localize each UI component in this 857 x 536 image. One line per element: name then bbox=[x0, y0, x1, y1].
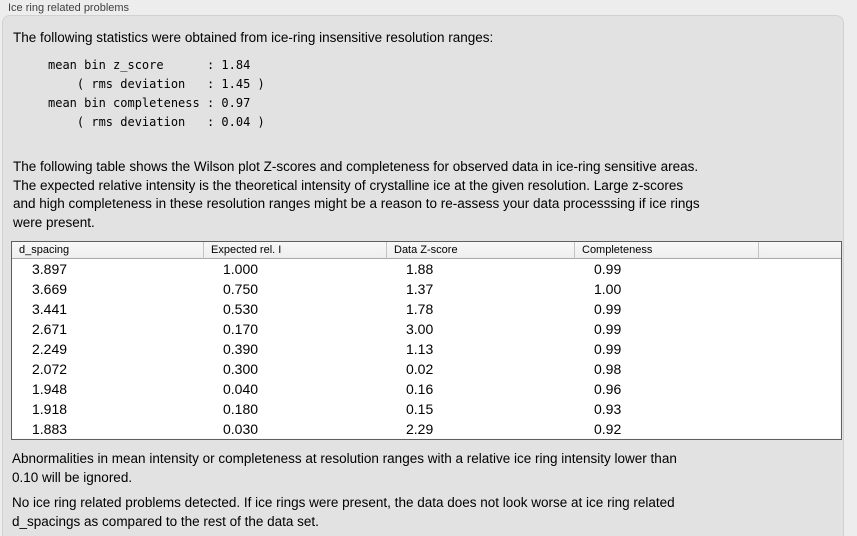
cell-data-z-score: 0.16 bbox=[406, 381, 434, 397]
table-row[interactable]: 1.918 0.180 0.15 0.93 bbox=[12, 399, 841, 419]
description-text: The following table shows the Wilson plo… bbox=[13, 159, 700, 230]
panel-title: Ice ring related problems bbox=[8, 2, 130, 14]
cell-d-spacing: 1.918 bbox=[32, 401, 68, 417]
cell-empty bbox=[758, 359, 841, 379]
cell-completeness: 0.99 bbox=[594, 321, 622, 337]
table-header-row: d_spacing Expected rel. I Data Z-score C… bbox=[12, 242, 841, 259]
table-row[interactable]: 1.883 0.030 2.29 0.92 bbox=[12, 419, 841, 439]
cell-completeness: 0.99 bbox=[594, 301, 622, 317]
cell-d-spacing: 2.671 bbox=[32, 321, 68, 337]
cell-completeness: 0.99 bbox=[594, 261, 622, 277]
note-conclusion: No ice ring related problems detected. I… bbox=[12, 495, 675, 529]
cell-data-z-score: 1.78 bbox=[406, 301, 434, 317]
cell-d-spacing: 2.249 bbox=[32, 341, 68, 357]
cell-completeness: 0.93 bbox=[594, 401, 622, 417]
cell-data-z-score: 1.13 bbox=[406, 341, 434, 357]
cell-data-z-score: 0.15 bbox=[406, 401, 434, 417]
column-header-expected-rel-i[interactable]: Expected rel. I bbox=[203, 242, 386, 259]
cell-d-spacing: 1.948 bbox=[32, 381, 68, 397]
cell-expected-rel-i: 1.000 bbox=[223, 261, 259, 277]
table-row[interactable]: 2.072 0.300 0.02 0.98 bbox=[12, 359, 841, 379]
table-row[interactable]: 2.671 0.170 3.00 0.99 bbox=[12, 319, 841, 339]
ice-ring-table: d_spacing Expected rel. I Data Z-score C… bbox=[11, 241, 842, 440]
cell-empty bbox=[758, 399, 841, 419]
cell-completeness: 0.96 bbox=[594, 381, 622, 397]
cell-d-spacing: 2.072 bbox=[32, 361, 68, 377]
cell-expected-rel-i: 0.530 bbox=[223, 301, 259, 317]
intro-text: The following statistics were obtained f… bbox=[13, 30, 494, 45]
cell-expected-rel-i: 0.300 bbox=[223, 361, 259, 377]
cell-expected-rel-i: 0.040 bbox=[223, 381, 259, 397]
stats-block: mean bin z_score : 1.84 ( rms deviation … bbox=[48, 58, 265, 129]
cell-empty bbox=[758, 319, 841, 339]
cell-d-spacing: 3.441 bbox=[32, 301, 68, 317]
table-row[interactable]: 3.441 0.530 1.78 0.99 bbox=[12, 299, 841, 319]
cell-expected-rel-i: 0.170 bbox=[223, 321, 259, 337]
cell-data-z-score: 0.02 bbox=[406, 361, 434, 377]
cell-data-z-score: 1.88 bbox=[406, 261, 434, 277]
column-header-d-spacing[interactable]: d_spacing bbox=[12, 242, 203, 259]
cell-expected-rel-i: 0.750 bbox=[223, 281, 259, 297]
cell-empty bbox=[758, 299, 841, 319]
cell-data-z-score: 2.29 bbox=[406, 421, 434, 437]
cell-empty bbox=[758, 279, 841, 299]
column-header-empty bbox=[758, 242, 841, 259]
cell-completeness: 0.99 bbox=[594, 341, 622, 357]
cell-expected-rel-i: 0.390 bbox=[223, 341, 259, 357]
column-header-data-z-score[interactable]: Data Z-score bbox=[386, 242, 574, 259]
cell-d-spacing: 3.669 bbox=[32, 281, 68, 297]
table-row[interactable]: 1.948 0.040 0.16 0.96 bbox=[12, 379, 841, 399]
cell-empty bbox=[758, 339, 841, 359]
cell-d-spacing: 3.897 bbox=[32, 261, 68, 277]
cell-data-z-score: 3.00 bbox=[406, 321, 434, 337]
table-row[interactable]: 3.669 0.750 1.37 1.00 bbox=[12, 279, 841, 299]
table-row[interactable]: 2.249 0.390 1.13 0.99 bbox=[12, 339, 841, 359]
cell-data-z-score: 1.37 bbox=[406, 281, 434, 297]
cell-empty bbox=[758, 419, 841, 439]
column-header-completeness[interactable]: Completeness bbox=[574, 242, 758, 259]
cell-d-spacing: 1.883 bbox=[32, 421, 68, 437]
cell-empty bbox=[758, 379, 841, 399]
cell-expected-rel-i: 0.030 bbox=[223, 421, 259, 437]
cell-completeness: 0.92 bbox=[594, 421, 622, 437]
table-row[interactable]: 3.897 1.000 1.88 0.99 bbox=[12, 259, 841, 279]
cell-empty bbox=[758, 259, 841, 279]
note-ignore-threshold: Abnormalities in mean intensity or compl… bbox=[12, 451, 677, 485]
cell-completeness: 1.00 bbox=[594, 281, 622, 297]
cell-expected-rel-i: 0.180 bbox=[223, 401, 259, 417]
cell-completeness: 0.98 bbox=[594, 361, 622, 377]
